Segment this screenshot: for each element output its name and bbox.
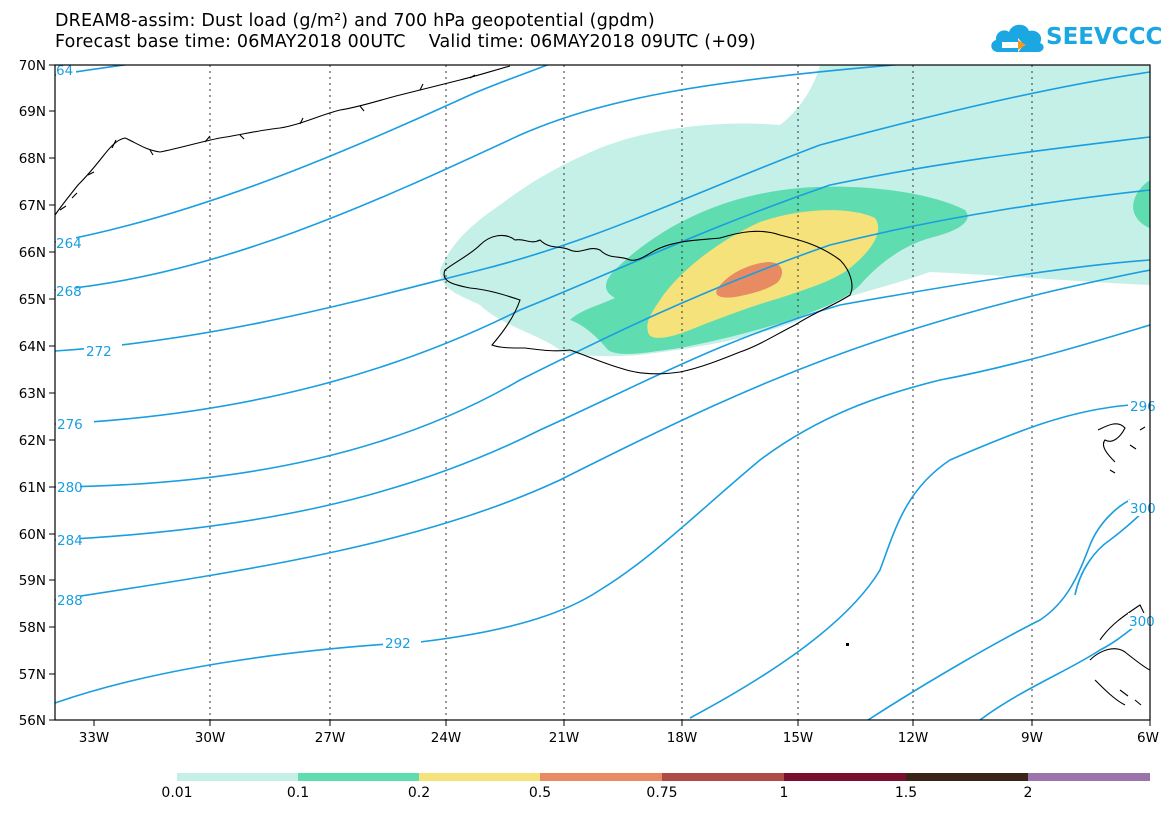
lat-label: 57N (19, 667, 46, 683)
forecast-base-time: Forecast base time: 06MAY2018 00UTC (55, 32, 406, 52)
contour-line (689, 404, 1131, 719)
legend-label: 1 (779, 785, 789, 801)
contour-line (55, 65, 903, 291)
iceland-coast (443, 230, 853, 375)
lon-label: 33W (79, 730, 110, 746)
legend-label: 0.1 (286, 785, 310, 801)
dust-level-0.01-east (1133, 180, 1150, 228)
cloud-icon (991, 24, 1044, 52)
lon-label: 12W (898, 730, 929, 746)
lat-label: 70N (19, 58, 46, 74)
legend-swatch (784, 773, 906, 781)
faroe-shetland-coast (1097, 423, 1146, 474)
lat-label: 56N (19, 713, 46, 729)
greenland-coast (55, 65, 511, 216)
contour-label-group: 64 264 268 272 276 280 284 288 292 296 3… (56, 62, 1156, 652)
legend-label: 0.5 (528, 785, 552, 801)
contour-line (55, 136, 1150, 425)
longitude-labels: 33W 30W 27W 24W 21W 18W 15W 12W 9W 6W (79, 730, 1159, 746)
contour-line (867, 499, 1131, 720)
contour-label: 64 (56, 63, 73, 79)
legend-label: 2 (1023, 785, 1033, 801)
logo-text: SEEVCCC (1046, 24, 1163, 50)
legend-label: 1.5 (894, 785, 918, 801)
contour-label: 264 (56, 236, 82, 252)
greenland-coast-ticks (59, 74, 476, 211)
legend-label: 0.01 (161, 785, 193, 801)
lat-label: 68N (19, 151, 46, 167)
legend-swatch (662, 773, 784, 781)
lon-label: 24W (431, 730, 462, 746)
latitude-labels: 70N 69N 68N 67N 66N 65N 64N 63N 62N 61N … (19, 58, 46, 729)
lat-label: 62N (19, 433, 46, 449)
legend-swatch (419, 773, 540, 781)
contour-label: 300 (1130, 501, 1156, 517)
lon-label: 27W (315, 730, 346, 746)
island-dot (846, 643, 849, 646)
contour-line (55, 65, 130, 76)
lat-label: 59N (19, 573, 46, 589)
dust-level-0.5 (716, 262, 783, 298)
map-subtitle: Forecast base time: 06MAY2018 00UTC Vali… (55, 32, 756, 52)
lat-label: 67N (19, 198, 46, 214)
contour-label: 268 (56, 284, 82, 300)
map-title: DREAM8-assim: Dust load (g/m²) and 700 h… (55, 11, 655, 31)
axis-ticks (49, 64, 1151, 726)
geopotential-contours (55, 65, 1150, 720)
contour-line (55, 65, 550, 243)
contour-line (55, 71, 1150, 352)
lon-label: 15W (783, 730, 814, 746)
lon-label: 9W (1021, 730, 1043, 746)
contour-label: 288 (57, 593, 83, 609)
lon-label: 30W (195, 730, 226, 746)
lat-label: 58N (19, 620, 46, 636)
contour-line (55, 189, 1150, 488)
legend-label: 0.75 (646, 785, 678, 801)
contour-label: 284 (57, 533, 83, 549)
lon-label: 6W (1137, 730, 1159, 746)
legend-swatch (906, 773, 1028, 781)
lat-label: 60N (19, 527, 46, 543)
legend-colorbar (177, 773, 1150, 781)
coastlines (55, 65, 1150, 706)
lat-label: 69N (19, 104, 46, 120)
legend-label: 0.2 (407, 785, 431, 801)
contour-line (55, 324, 1150, 704)
lat-label: 64N (19, 339, 46, 355)
contour-label: 272 (86, 344, 112, 360)
contour-line (1074, 504, 1150, 596)
contour-label: 280 (57, 480, 83, 496)
contour-label: 300 (1129, 614, 1155, 630)
lat-label: 63N (19, 386, 46, 402)
lon-label: 18W (667, 730, 698, 746)
contour-line (55, 259, 1150, 541)
valid-time: Valid time: 06MAY2018 09UTC (+09) (428, 32, 756, 52)
lat-label: 66N (19, 245, 46, 261)
contour-line (55, 269, 1150, 601)
lat-label: 61N (19, 480, 46, 496)
seevccc-logo: SEEVCCC (988, 18, 1168, 58)
contour-label: 276 (57, 417, 83, 433)
scotland-coast (1089, 604, 1150, 706)
dust-shading (440, 65, 1150, 357)
lat-label: 65N (19, 292, 46, 308)
legend-swatch (540, 773, 662, 781)
graticule (209, 65, 1033, 720)
legend-swatch (1028, 773, 1150, 781)
lon-label: 21W (549, 730, 580, 746)
legend-swatch (177, 773, 298, 781)
contour-label: 292 (385, 636, 411, 652)
legend-swatch (298, 773, 419, 781)
contour-label: 296 (1130, 399, 1156, 415)
